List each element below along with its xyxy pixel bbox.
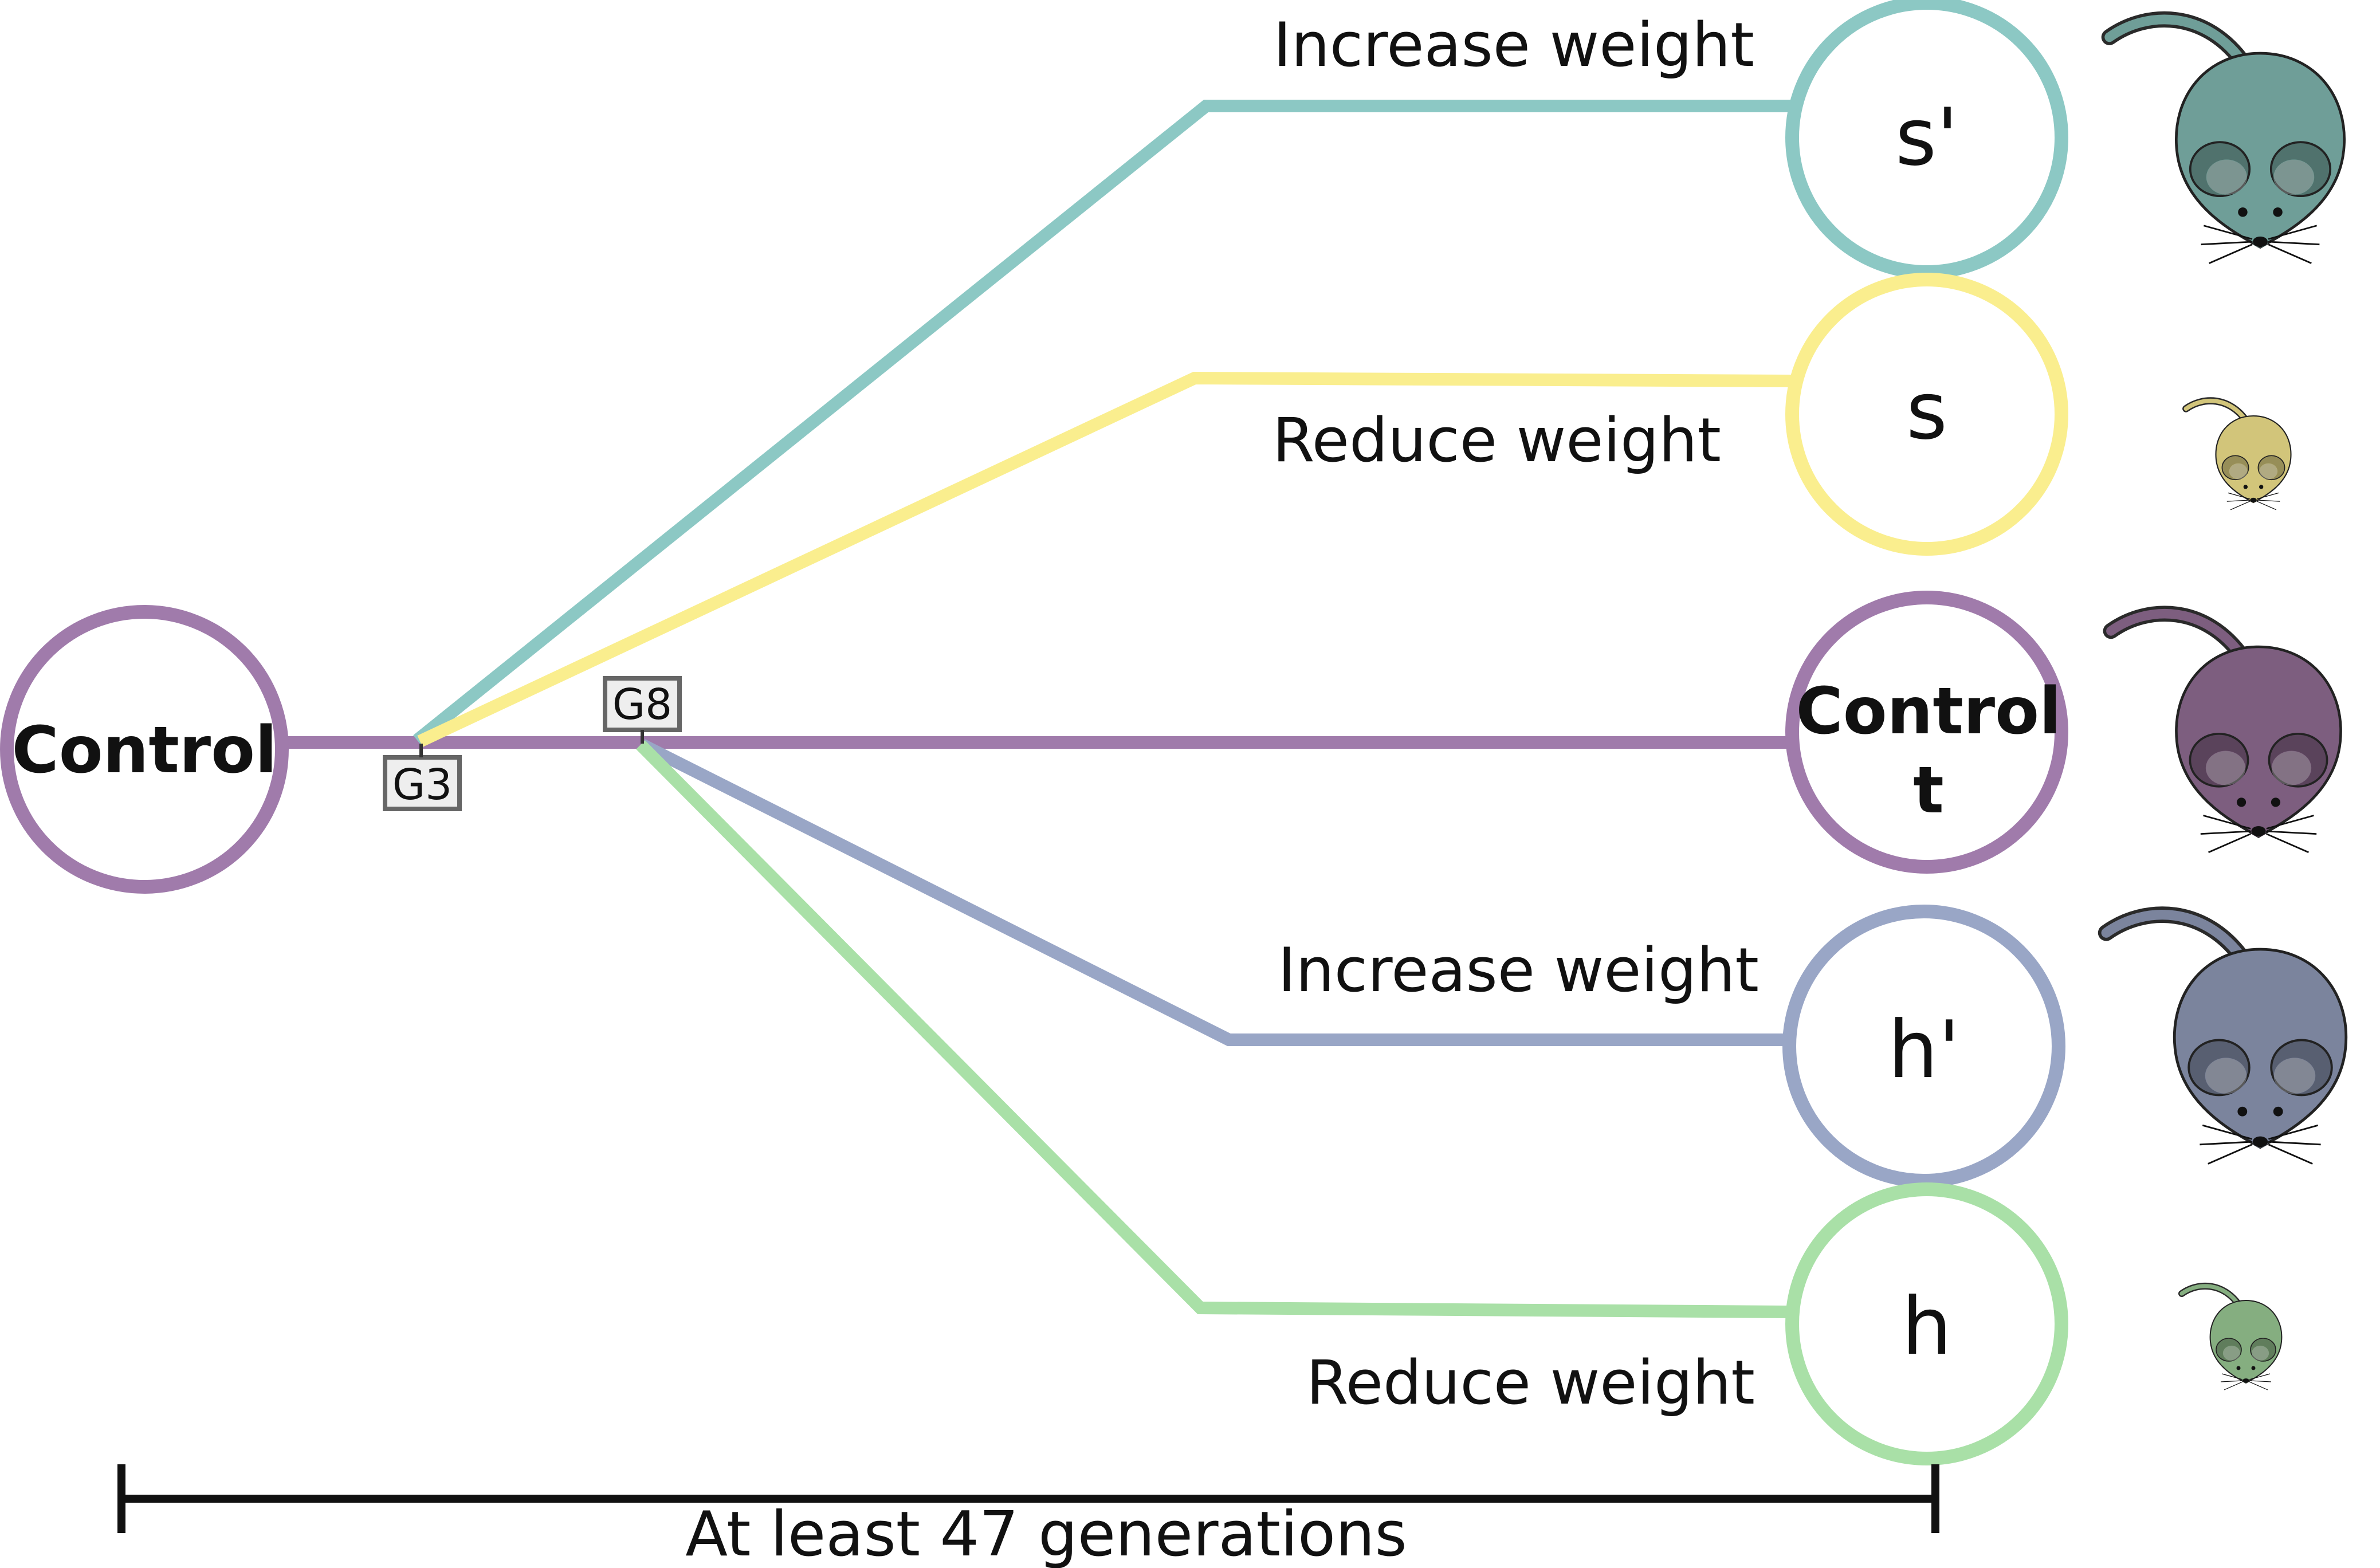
branch-line-h xyxy=(636,740,1793,1318)
node-control-label-line2: t xyxy=(1913,753,1944,828)
branch-label-s-prime: Increase weight xyxy=(1273,10,1754,80)
mouse-s xyxy=(2186,401,2291,510)
generation-timeline: At least 47 generations xyxy=(117,1464,1939,1568)
mouse-control xyxy=(2111,614,2340,852)
branch-line-s-prime xyxy=(413,100,1792,745)
mouse-h-prime xyxy=(2106,915,2346,1164)
branch-label-s: Reduce weight xyxy=(1273,405,1721,475)
branch-s-prime: Increase weight s' xyxy=(1273,0,2068,279)
node-s-prime xyxy=(1785,0,2068,279)
node-control xyxy=(1785,591,2068,874)
node-label-s: s xyxy=(1906,365,1947,457)
mouse-s-prime xyxy=(2110,19,2344,264)
branch-lines xyxy=(282,100,1793,1318)
node-h-prime xyxy=(1782,905,2065,1188)
branch-label-h: Reduce weight xyxy=(1306,1347,1755,1418)
node-s xyxy=(1785,273,2068,556)
node-h xyxy=(1785,1182,2068,1465)
node-control-label-line1: Control xyxy=(1796,674,2061,749)
branch-s: Reduce weight s xyxy=(1273,273,2068,556)
node-label-h: h xyxy=(1902,1280,1951,1373)
branch-line-s xyxy=(417,371,1793,747)
mouse-h xyxy=(2182,1286,2281,1390)
branch-line-h-prime xyxy=(639,739,1789,1046)
g8-label: G8 xyxy=(612,680,672,729)
branch-h: Reduce weight h xyxy=(1306,1182,2068,1465)
node-label-s-prime: s' xyxy=(1895,91,1958,183)
start-node: Control xyxy=(0,605,289,894)
generation-marker-g3: G3 xyxy=(383,744,462,811)
g3-label: G3 xyxy=(392,760,452,809)
branch-h-prime: Increase weight h' xyxy=(1278,905,2065,1188)
timeline-label: At least 47 generations xyxy=(685,1499,1407,1568)
branch-label-h-prime: Increase weight xyxy=(1278,935,1759,1005)
generation-marker-g8: G8 xyxy=(603,676,682,744)
branch-control: Control t xyxy=(1785,591,2068,874)
node-label-h-prime: h' xyxy=(1888,1004,1959,1096)
start-node-circle xyxy=(0,605,289,894)
start-node-label: Control xyxy=(12,713,277,788)
